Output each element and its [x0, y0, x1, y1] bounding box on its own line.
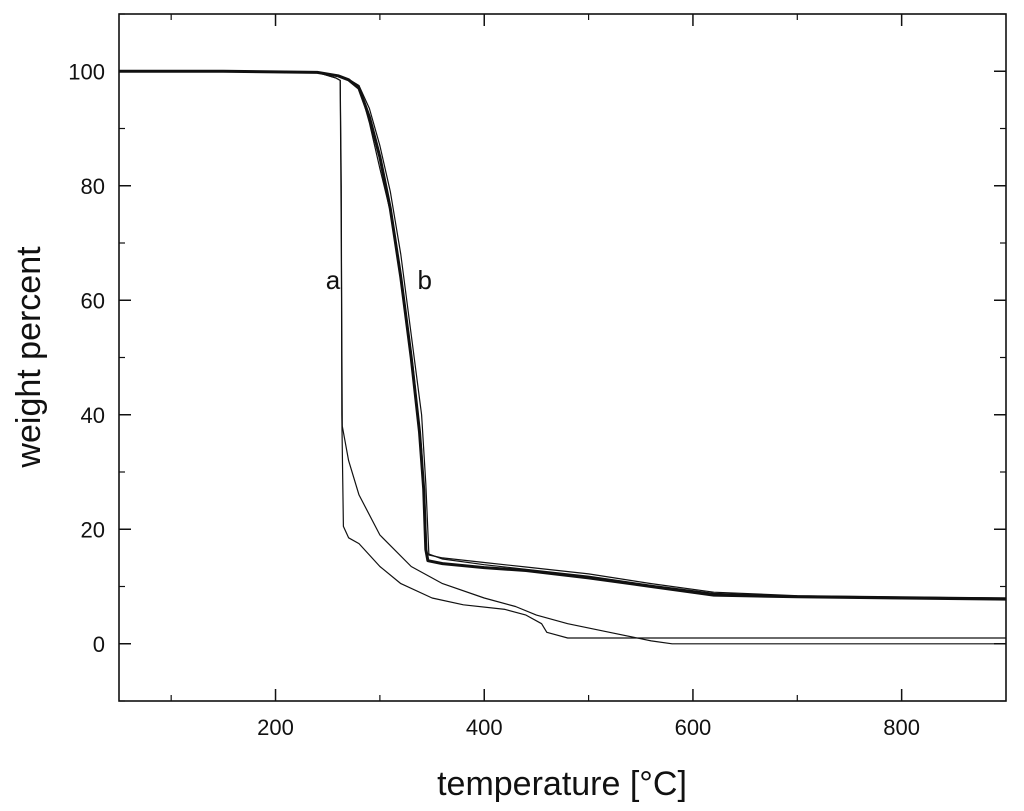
series-layer — [119, 69, 1007, 645]
y-tick-label: 80 — [81, 174, 105, 199]
x-tick-label: 800 — [883, 715, 920, 740]
x-tick-label: 200 — [257, 715, 294, 740]
series-line-a-0 — [119, 70, 1006, 639]
y-tick-label: 60 — [81, 288, 105, 313]
y-tick-label: 100 — [68, 59, 105, 84]
series-line-b-4 — [119, 70, 1007, 599]
series-line-b-3 — [119, 70, 1007, 599]
axis-ticks — [119, 13, 1006, 702]
y-axis-title: weight percent — [10, 246, 48, 469]
y-tick-label: 40 — [81, 403, 105, 428]
x-axis-title: temperature [°C] — [437, 765, 687, 803]
series-line-a-1 — [119, 70, 1006, 645]
annotation-a: a — [326, 265, 341, 295]
y-tick-label: 0 — [93, 632, 105, 657]
y-tick-label: 20 — [81, 517, 105, 542]
x-tick-label: 600 — [675, 715, 712, 740]
axis-tick-labels: 200 400 600 800 0 20 40 60 80 100 — [68, 59, 920, 740]
x-tick-label: 400 — [466, 715, 503, 740]
annotation-b: b — [418, 265, 432, 295]
series-line-b-2 — [119, 69, 1007, 601]
